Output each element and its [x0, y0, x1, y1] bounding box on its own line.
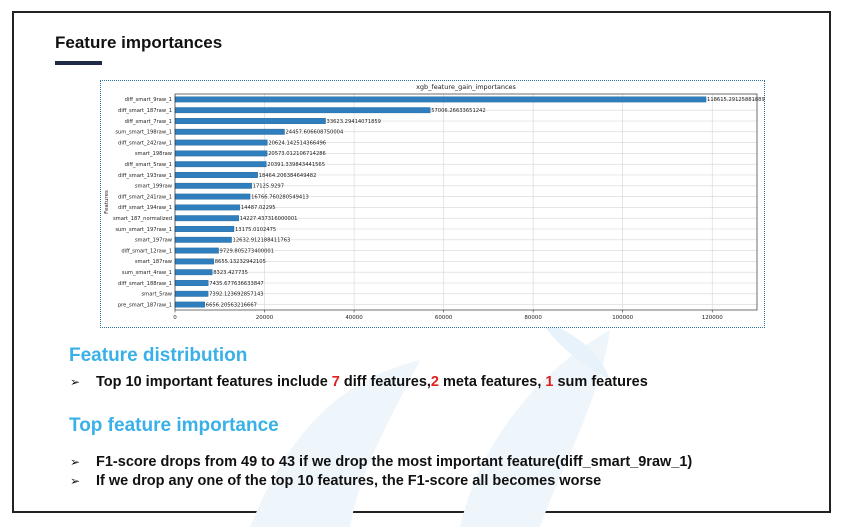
- bar-value-label: 24457.606608750004: [285, 130, 343, 136]
- bar: [174, 236, 232, 243]
- bar-value-label: 8655.13232942105: [215, 259, 266, 265]
- importance-bullet-2: ➢ If we drop any one of the top 10 featur…: [70, 473, 601, 489]
- y-tick-label: smart_187_normalized: [113, 216, 172, 222]
- sum-text: sum features: [553, 374, 648, 390]
- importance-bullet-2-text: If we drop any one of the top 10 feature…: [96, 473, 602, 489]
- title-underline: [55, 61, 102, 65]
- bar-value-label: 8323.427735: [213, 270, 248, 276]
- y-tick-label: smart_197raw: [135, 238, 173, 244]
- x-tick-label: 20000: [256, 315, 274, 321]
- bar-value-label: 7392.123692857143: [209, 292, 263, 298]
- diff-text: diff features,: [339, 374, 431, 390]
- y-tick-label: smart_198raw: [135, 151, 173, 157]
- y-tick-label: sum_smart_198raw_1: [115, 130, 172, 136]
- top-feature-importance-heading: Top feature importance: [69, 415, 279, 436]
- y-tick-label: diff_smart_5raw_1: [125, 162, 172, 168]
- y-tick-label: diff_smart_12raw_1: [121, 248, 172, 254]
- y-tick-label: sum_smart_197raw_1: [115, 227, 172, 233]
- bar-value-label: 20391.339843441565: [267, 162, 325, 168]
- y-tick-label: diff_smart_241raw_1: [118, 194, 172, 200]
- bar: [174, 150, 268, 157]
- distribution-bullet: ➢ Top 10 important features include 7 dif…: [70, 374, 648, 390]
- bar-value-label: 20573.012106714286: [268, 151, 326, 157]
- bullet-arrow-icon: ➢: [70, 375, 81, 389]
- y-tick-label: diff_smart_7raw_1: [125, 119, 172, 125]
- bar-value-label: 7435.677636633847: [209, 281, 263, 287]
- y-axis-label: Features: [104, 190, 110, 214]
- x-tick-label: 120000: [702, 315, 723, 321]
- y-tick-label: diff_smart_242raw_1: [118, 140, 172, 146]
- y-tick-label: smart_199raw: [135, 184, 173, 190]
- x-tick-label: 40000: [345, 315, 363, 321]
- bar: [174, 204, 241, 211]
- bar: [174, 301, 205, 308]
- distribution-prefix: Top 10 important features include: [96, 374, 332, 390]
- chart-svg: xgb_feature_gain_importances 0 20000 40000 6…: [104, 83, 765, 321]
- chart-title: xgb_feature_gain_importances: [416, 83, 516, 91]
- bar-value-label: 17125.9297: [253, 184, 284, 190]
- bar: [174, 139, 268, 146]
- y-tick-label: diff_smart_188raw_1: [118, 281, 172, 287]
- bar-value-label: 18464.206384649482: [259, 173, 317, 179]
- y-tick-label: diff_smart_187raw_1: [118, 108, 172, 114]
- y-tick-label: diff_smart_193raw_1: [118, 173, 172, 179]
- bar: [174, 172, 258, 178]
- bar: [174, 182, 252, 189]
- bar-value-label: 9729.805273400001: [220, 248, 274, 254]
- bar-value-label: 118615.29125881889: [707, 97, 765, 103]
- bar-value-label: 20624.142514366496: [268, 140, 326, 146]
- x-tick-label: 0: [173, 315, 177, 321]
- bar: [174, 258, 214, 265]
- y-tick-label: pre_smart_187raw_1: [118, 302, 172, 308]
- bar: [174, 280, 209, 286]
- bar: [174, 215, 239, 222]
- bar-value-label: 13175.0102475: [235, 227, 276, 233]
- bullet-arrow-icon: ➢: [70, 455, 81, 469]
- x-tick-label: 60000: [435, 315, 453, 321]
- diff-count: 7: [331, 374, 340, 390]
- y-tick-label: diff_smart_9raw_1: [125, 97, 172, 103]
- bar: [174, 96, 707, 103]
- y-tick-label: sum_smart_4raw_1: [122, 270, 172, 276]
- importance-bullet-1-text: F1-score drops from 49 to 43 if we drop …: [96, 454, 693, 470]
- meta-text: meta features,: [439, 374, 546, 390]
- sum-count: 1: [545, 374, 554, 390]
- bar: [174, 128, 285, 135]
- plot-frame: [174, 93, 758, 311]
- bar: [174, 193, 251, 200]
- bar-value-label: 33623.29414071859: [327, 119, 381, 125]
- y-tick-label: diff_smart_194raw_1: [118, 205, 172, 211]
- bar: [174, 226, 235, 232]
- bar: [174, 290, 209, 297]
- bar-value-label: 16766.760280549413: [251, 194, 309, 200]
- x-tick-label: 80000: [524, 315, 542, 321]
- bar: [174, 269, 213, 276]
- meta-count: 2: [430, 374, 439, 390]
- bar: [174, 118, 326, 124]
- bar-value-label: 14487.02295: [241, 205, 276, 211]
- bullet-arrow-icon: ➢: [70, 474, 81, 488]
- bar: [174, 161, 267, 168]
- feature-distribution-heading: Feature distribution: [69, 345, 248, 366]
- bar-value-label: 57006.26633651242: [431, 108, 485, 114]
- y-tick-label: smart_5raw: [141, 292, 172, 298]
- bar: [174, 107, 431, 114]
- bar-value-label: 6656.20563216667: [206, 302, 257, 308]
- feature-importance-chart: xgb_feature_gain_importances 0 20000 40000 6…: [100, 80, 765, 328]
- bar: [174, 247, 219, 254]
- y-tick-label: smart_187raw: [135, 259, 173, 265]
- slide-title: Feature importances: [55, 33, 223, 52]
- x-tick-label: 100000: [612, 315, 633, 321]
- bar-value-label: 12632.912188411763: [233, 238, 291, 244]
- bar-value-label: 14227.437316000001: [240, 216, 298, 222]
- importance-bullet-1: ➢ F1-score drops from 49 to 43 if we drop…: [70, 454, 692, 470]
